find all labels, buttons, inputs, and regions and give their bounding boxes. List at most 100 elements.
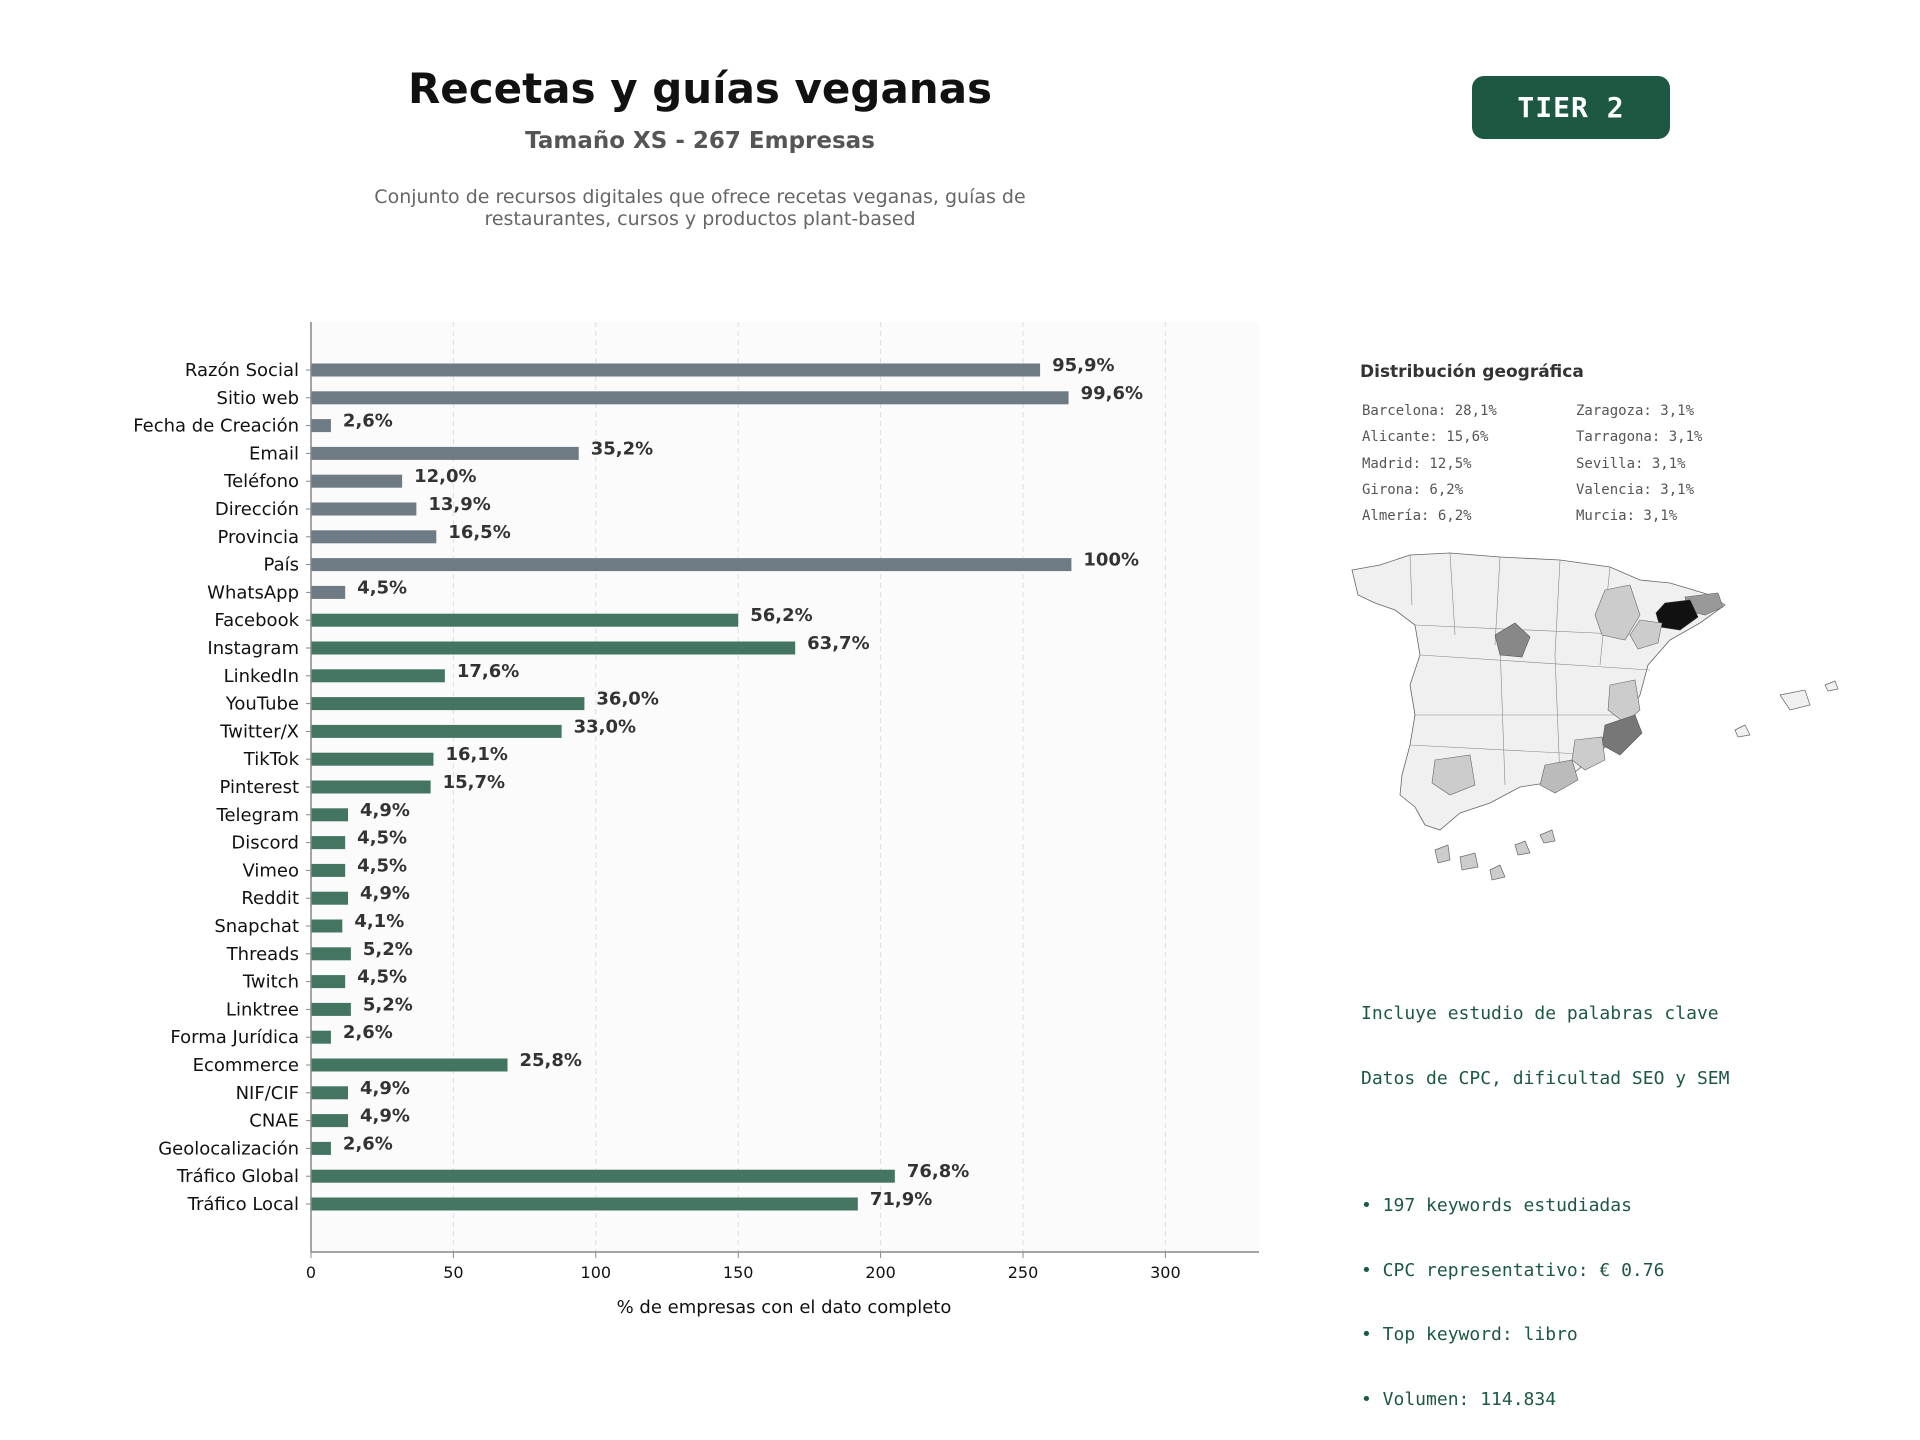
plot-background — [311, 322, 1259, 1252]
data-label: 16,5% — [448, 522, 510, 543]
category-label: Sitio web — [217, 388, 299, 409]
data-label: 4,5% — [357, 967, 407, 988]
balearic-islands — [1734, 680, 1839, 738]
bar — [311, 752, 434, 766]
data-label: 17,6% — [457, 661, 519, 682]
category-label: Pinterest — [219, 777, 299, 798]
bar — [311, 1197, 858, 1211]
data-label: 13,9% — [428, 494, 490, 515]
bar — [311, 558, 1072, 572]
data-label: 2,6% — [343, 1133, 393, 1154]
bar — [311, 1002, 351, 1016]
category-label: NIF/CIF — [236, 1083, 299, 1104]
category-label: Geolocalización — [158, 1138, 299, 1159]
description-line-1: Conjunto de recursos digitales que ofrec… — [374, 186, 1026, 208]
x-tick-label: 50 — [443, 1263, 463, 1282]
geo-item: Sevilla: 3,1% — [1576, 455, 1686, 472]
keywords-bullet: • CPC representativo: € 0.76 — [1361, 1259, 1665, 1281]
category-label: Facebook — [214, 610, 299, 631]
bar — [311, 697, 585, 711]
category-label: Tráfico Local — [187, 1194, 299, 1215]
category-label: YouTube — [225, 694, 299, 715]
region-barcelona — [1655, 599, 1699, 631]
chart-subtitle: Tamaño XS - 267 Empresas — [525, 128, 875, 154]
category-label: Telegram — [216, 805, 299, 826]
geo-item: Zaragoza: 3,1% — [1576, 403, 1695, 419]
data-label: 56,2% — [750, 605, 812, 626]
x-tick-label: 0 — [306, 1263, 316, 1282]
data-label: 16,1% — [445, 744, 507, 765]
data-label: 63,7% — [807, 633, 869, 654]
keywords-line-1: Incluye estudio de palabras clave — [1361, 1003, 1719, 1024]
bar — [311, 1058, 508, 1072]
data-label: 100% — [1083, 550, 1139, 571]
data-label: 4,9% — [360, 800, 410, 821]
category-label: Provincia — [217, 527, 299, 548]
chart-description: Conjunto de recursos digitales que ofrec… — [300, 186, 1100, 230]
category-label: Vimeo — [242, 860, 299, 881]
bar — [311, 446, 579, 460]
category-label: Teléfono — [223, 471, 299, 492]
bars: Razón Social 95,9% Sitio web 99,6% Fecha de … — [133, 355, 1143, 1215]
bar — [311, 613, 739, 627]
category-label: Twitter/X — [219, 721, 299, 742]
keywords-bullet: • Volumen: 114.834 — [1361, 1388, 1557, 1410]
region-madrid — [1494, 622, 1531, 658]
data-label: 36,0% — [596, 689, 658, 710]
category-label: Twitch — [242, 972, 299, 993]
category-label: Ecommerce — [193, 1055, 299, 1076]
bar — [311, 419, 331, 433]
geo-item: Murcia: 3,1% — [1576, 508, 1678, 525]
bar — [311, 474, 403, 488]
category-label: Reddit — [241, 888, 299, 909]
bar — [311, 947, 351, 961]
bar — [311, 919, 343, 933]
region-tarragona — [1629, 619, 1663, 650]
data-label: 5,2% — [363, 939, 413, 960]
bar — [311, 780, 431, 794]
data-label: 4,5% — [357, 828, 407, 849]
geo-item: Almería: 6,2% — [1362, 508, 1472, 525]
geo-list-right: Zaragoza: 3,1% Tarragona: 3,1% Sevilla: … — [1576, 398, 1702, 529]
geo-item: Alicante: 15,6% — [1362, 429, 1489, 446]
data-label: 99,6% — [1081, 383, 1143, 404]
data-label: 4,9% — [360, 1106, 410, 1127]
geo-list-left: Barcelona: 28,1% Alicante: 15,6% Madrid:… — [1362, 398, 1497, 529]
data-label: 76,8% — [907, 1161, 969, 1182]
data-label: 35,2% — [591, 438, 653, 459]
x-ticks: 0 50 100 150 200 250 300 — [306, 1252, 1181, 1282]
bar — [311, 975, 346, 989]
canary-islands — [1434, 829, 1556, 881]
bar — [311, 585, 346, 599]
category-label: Email — [249, 443, 299, 464]
chart-title: Recetas y guías veganas — [407, 64, 993, 113]
keywords-line-2: Datos de CPC, dificultad SEO y SEM — [1361, 1067, 1730, 1089]
x-tick-label: 200 — [865, 1263, 896, 1282]
category-label: Linktree — [226, 999, 299, 1020]
keywords-panel: Incluye estudio de palabras clave Datos … — [1361, 960, 1729, 1432]
x-tick-label: 300 — [1150, 1263, 1181, 1282]
grid-lines — [452, 322, 1166, 1252]
category-label: País — [264, 555, 299, 576]
category-label: Fecha de Creación — [133, 416, 299, 437]
tier-badge: TIER 2 — [1472, 76, 1670, 139]
bar — [311, 1141, 331, 1155]
region-sevilla — [1431, 754, 1476, 796]
geo-item: Girona: 6,2% — [1362, 481, 1464, 498]
x-axis-title: % de empresas con el dato completo — [617, 1297, 952, 1318]
geo-item: Tarragona: 3,1% — [1576, 429, 1703, 446]
category-label: WhatsApp — [207, 582, 299, 603]
bar — [311, 669, 445, 683]
data-label: 4,9% — [360, 1078, 410, 1099]
keywords-bullet: • 197 keywords estudiadas — [1361, 1195, 1632, 1216]
x-tick-label: 150 — [723, 1263, 754, 1282]
category-label: Tráfico Global — [176, 1166, 299, 1187]
region-zaragoza — [1594, 584, 1641, 641]
bar — [311, 1030, 331, 1044]
bar — [311, 530, 437, 544]
geo-item: Madrid: 12,5% — [1362, 455, 1472, 472]
bar — [311, 724, 562, 738]
bar — [311, 1169, 895, 1183]
geo-item: Valencia: 3,1% — [1576, 481, 1695, 498]
